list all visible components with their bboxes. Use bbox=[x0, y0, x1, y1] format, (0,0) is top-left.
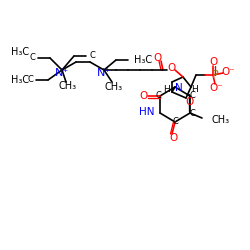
Text: C: C bbox=[29, 54, 35, 62]
Text: O: O bbox=[167, 63, 175, 73]
Text: P: P bbox=[212, 70, 218, 80]
Text: O: O bbox=[209, 57, 217, 67]
Text: O: O bbox=[139, 91, 147, 101]
Text: CH₃: CH₃ bbox=[211, 115, 229, 125]
Text: N⁺: N⁺ bbox=[55, 68, 69, 78]
Text: O: O bbox=[154, 53, 162, 63]
Text: H₃C: H₃C bbox=[134, 55, 152, 65]
Text: H: H bbox=[164, 84, 170, 94]
Text: C: C bbox=[155, 90, 161, 100]
Text: C: C bbox=[172, 116, 178, 126]
Text: O: O bbox=[169, 133, 177, 143]
Text: N⁺: N⁺ bbox=[97, 68, 111, 78]
Text: O⁻: O⁻ bbox=[221, 67, 235, 77]
Text: H: H bbox=[192, 84, 198, 94]
Text: H₃C: H₃C bbox=[11, 75, 29, 85]
Text: CH₃: CH₃ bbox=[59, 81, 77, 91]
Text: C: C bbox=[27, 76, 33, 84]
Text: O: O bbox=[185, 97, 193, 107]
Text: H₃C: H₃C bbox=[11, 47, 29, 57]
Text: CH₃: CH₃ bbox=[105, 82, 123, 92]
Text: C: C bbox=[189, 92, 195, 100]
Text: C: C bbox=[89, 52, 95, 60]
Text: HN: HN bbox=[138, 107, 154, 117]
Text: N: N bbox=[175, 83, 183, 93]
Text: O⁻: O⁻ bbox=[209, 83, 223, 93]
Text: C: C bbox=[189, 108, 195, 118]
